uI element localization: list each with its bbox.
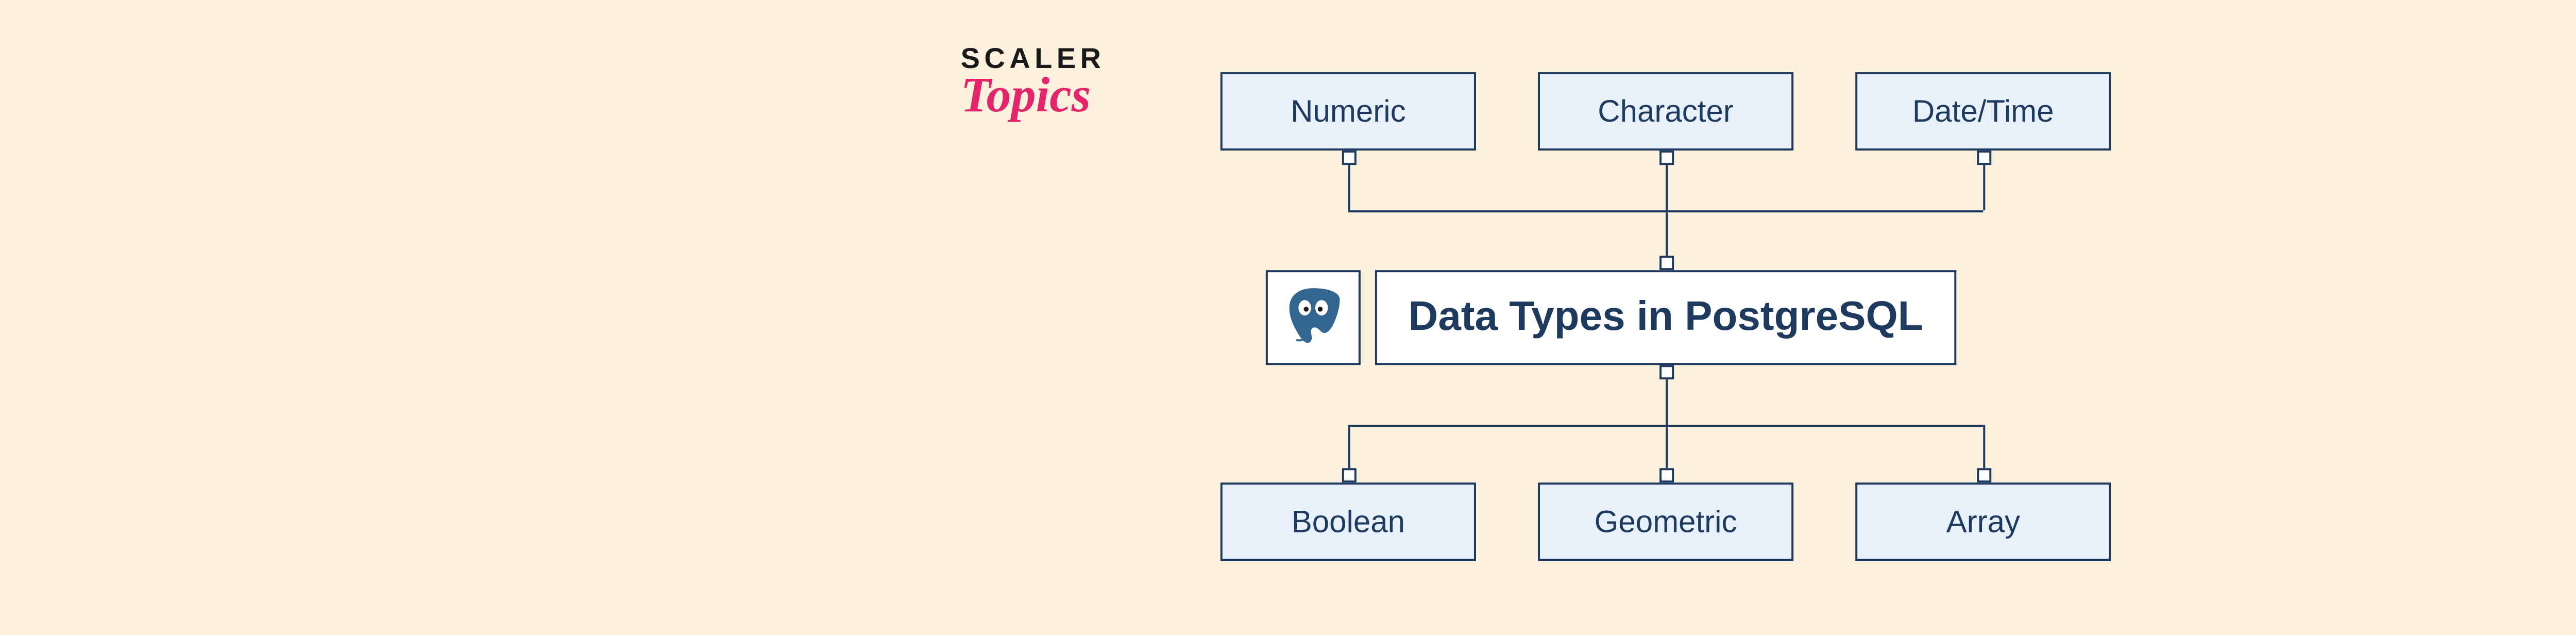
node-boolean: Boolean [1221,482,1476,561]
connector-stub [1341,150,1355,165]
connector-stub [1658,256,1673,270]
postgresql-icon [1278,282,1348,353]
connector [1983,425,1985,468]
central-title: Data Types in PostgreSQL [1409,294,1923,341]
connector-stub [1658,468,1673,482]
connector [1348,165,1350,210]
logo-line1: SCALER [961,41,1106,74]
central-node: Data Types in PostgreSQL [1375,270,1956,365]
node-label: Boolean [1292,504,1405,539]
node-numeric: Numeric [1221,72,1476,150]
node-label: Geometric [1595,504,1737,539]
connector [1666,210,1668,256]
connector [1348,425,1350,468]
connector [1666,165,1668,210]
connector-stub [1658,150,1673,165]
connector-stub [1976,468,1990,482]
node-label: Numeric [1291,94,1405,129]
node-character: Character [1538,72,1793,150]
node-label: Array [1946,504,2020,539]
node-datetime: Date/Time [1855,72,2111,150]
connector-stub [1658,365,1673,379]
node-array: Array [1855,482,2111,561]
connector [1983,165,1985,210]
connector [1666,379,1668,425]
logo-line2: Topics [961,70,1106,126]
node-geometric: Geometric [1538,482,1793,561]
postgresql-icon-box [1266,270,1361,365]
connector-stub [1341,468,1355,482]
diagram-canvas: SCALERTopics Numeric Character Date/Time Boo… [0,0,2576,635]
node-label: Character [1598,94,1734,129]
scaler-logo: SCALERTopics [961,41,1106,126]
connector [1666,425,1668,468]
connector-stub [1976,150,1990,165]
node-label: Date/Time [1912,94,2054,129]
